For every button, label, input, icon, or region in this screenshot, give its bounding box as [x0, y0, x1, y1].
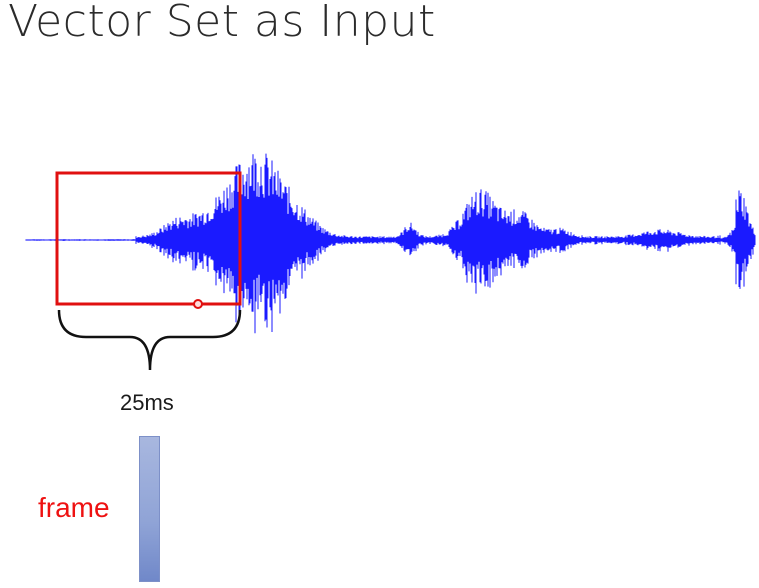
- audio-waveform: [25, 153, 756, 334]
- waveform-trace: [25, 153, 756, 334]
- slide-title: Vector Set as Input: [8, 0, 436, 47]
- duration-brace: [57, 309, 242, 371]
- window-duration-label: 25ms: [120, 390, 174, 415]
- frame-label: frame: [38, 492, 110, 523]
- analysis-window-box: [55, 171, 242, 306]
- window-handle-marker: [193, 299, 203, 309]
- frame-vector-bar: [139, 436, 160, 582]
